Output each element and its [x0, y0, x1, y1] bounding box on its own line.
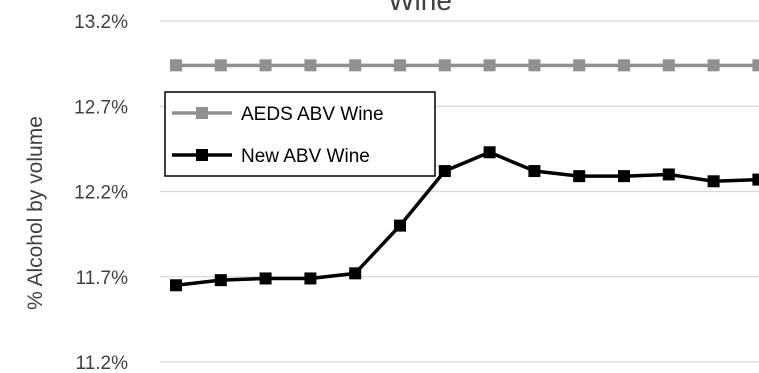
y-tick-label: 11.2%: [76, 353, 129, 373]
data-point: [618, 170, 630, 183]
data-point: [259, 59, 272, 72]
data-point: [528, 165, 541, 178]
legend: AEDS ABV Wine New ABV Wine: [164, 91, 436, 177]
data-point: [752, 59, 759, 72]
legend-swatch-marker: [196, 149, 208, 161]
series-layer: [170, 59, 759, 292]
data-point: [394, 59, 406, 72]
gridlines: [160, 20, 759, 363]
data-point: [214, 59, 227, 72]
y-axis-ticks: 11.2% 11.7% 12.2% 12.7% 13.2%: [74, 12, 128, 373]
data-point: [707, 175, 720, 188]
data-point: [662, 168, 675, 181]
data-point: [304, 59, 317, 72]
data-point: [483, 59, 496, 72]
data-point: [214, 274, 227, 287]
legend-swatch-marker: [196, 107, 208, 119]
data-point: [438, 165, 451, 178]
data-point: [528, 59, 541, 72]
legend-label: New ABV Wine: [241, 146, 370, 167]
data-point: [618, 59, 630, 72]
data-point: [349, 267, 362, 280]
y-tick-label: 12.2%: [74, 183, 128, 204]
data-point: [394, 219, 406, 232]
y-tick-label: 13.2%: [74, 12, 128, 33]
data-point: [707, 59, 720, 72]
data-point: [304, 272, 317, 285]
series-1: [170, 146, 759, 292]
data-point: [170, 59, 182, 72]
data-point: [259, 272, 272, 285]
series-line: [175, 150, 759, 288]
data-point: [349, 59, 362, 72]
data-point: [662, 59, 675, 72]
y-tick-label: 12.7%: [74, 97, 128, 118]
data-point: [438, 59, 451, 72]
y-tick-label: 11.7%: [76, 268, 129, 289]
series-0: [170, 59, 759, 72]
data-point: [170, 279, 182, 292]
data-point: [483, 146, 496, 159]
chart-title: Wine: [388, 0, 452, 16]
data-point: [573, 59, 586, 72]
legend-box: [164, 91, 436, 177]
y-axis-title: % Alcohol by volume: [24, 116, 47, 310]
data-point: [752, 173, 759, 186]
legend-label: AEDS ABV Wine: [241, 104, 384, 125]
data-point: [573, 170, 586, 183]
